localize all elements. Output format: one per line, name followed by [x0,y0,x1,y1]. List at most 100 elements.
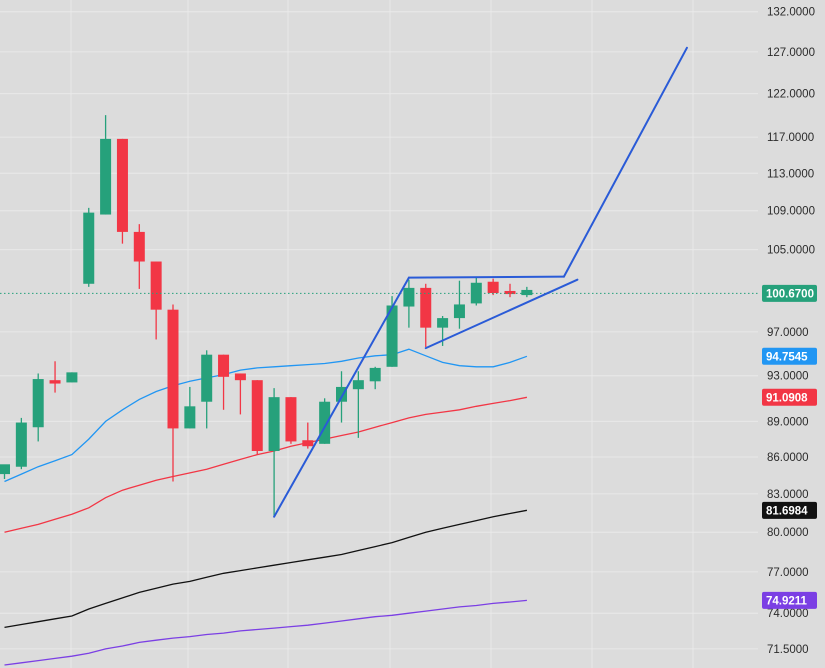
uptrend-line[interactable] [273,276,410,518]
candle-body [100,138,112,215]
candle-body [133,231,145,262]
candle-body [319,401,331,444]
candle [100,115,112,215]
price-tag-background [762,388,817,406]
y-tick-label: 80.0000 [767,527,809,539]
grid-lines [0,0,758,668]
y-tick-label: 117.0000 [767,132,814,144]
candle [66,372,78,383]
trendline-drawings[interactable] [273,46,688,518]
candle [453,280,465,329]
price-tag-background [762,347,817,365]
y-tick-label: 109.0000 [767,206,815,218]
y-tick-label: 86.0000 [767,452,809,464]
candle-body [150,261,162,310]
candlesticks [0,115,533,517]
price-tag-label: 91.0908 [766,392,808,404]
y-tick-label: 71.5000 [767,644,809,656]
price-tag: 81.6984 [762,501,817,519]
candle [234,373,246,415]
candle [184,386,196,429]
candle [504,283,516,298]
candle-body [167,309,179,429]
projection-line[interactable] [562,46,688,278]
moving-average-line [4,348,528,483]
candle [369,366,381,390]
candle [15,417,27,470]
y-tick-label: 89.0000 [767,416,809,428]
price-axis[interactable]: 132.0000 127.0000 122.0000 117.0000 113.0000… [767,7,815,656]
price-tag-label: 81.6984 [766,505,808,517]
candle-body [0,464,10,475]
candle [352,371,364,438]
candle [268,388,280,517]
triangle-top-line[interactable] [407,275,565,279]
price-tag: 94.7545 [762,347,817,365]
candle-body [437,318,449,328]
candle-body [453,304,465,319]
price-tag: 74.9211 [762,591,817,609]
moving-averages [4,348,528,666]
candle [420,283,432,348]
candle-body [369,367,381,382]
price-tag-background [762,591,817,609]
candle-body [116,138,128,232]
price-tag-label: 74.9211 [766,595,808,607]
candle-body [302,440,314,447]
candle-body [83,212,95,284]
candle-body [268,397,280,452]
candle-body [285,397,297,442]
candle-body [251,380,263,452]
moving-average-line [4,599,527,666]
candle [487,278,499,296]
candle-body [487,281,499,294]
price-tag-label: 94.7545 [766,351,808,363]
price-tags: 100.6700 94.7545 91.0908 81.6984 74.9211 [762,284,817,609]
candle-body [352,380,364,390]
candle-body [66,372,78,383]
candle-body [218,354,230,377]
y-tick-label: 93.0000 [767,371,809,383]
candle [201,350,213,429]
candle [0,464,10,480]
candle [403,279,415,328]
candle-body [184,406,196,429]
candle-body [15,422,27,467]
price-tag-background [762,284,817,302]
candle [167,304,179,482]
y-tick-label: 97.0000 [767,327,809,339]
candle [49,361,61,393]
candle-body [201,354,213,402]
candle [470,277,482,306]
candle-body [386,305,398,367]
y-tick-label: 132.0000 [767,7,815,19]
candle-body [49,380,61,384]
moving-average-line [4,509,528,629]
candle-body [32,379,44,428]
price-tag: 100.6700 [762,284,817,302]
candle [218,354,230,410]
moving-average-line [4,396,528,533]
candle [116,138,128,244]
candle [521,286,533,298]
candle [150,261,162,340]
y-tick-label: 74.0000 [767,608,809,620]
candle-body [234,373,246,381]
candle [251,380,263,455]
candle-body [403,287,415,307]
y-tick-label: 113.0000 [767,168,814,180]
y-tick-label: 105.0000 [767,245,815,257]
price-tag: 91.0908 [762,388,817,406]
candle-body [420,287,432,328]
y-tick-label: 77.0000 [767,567,809,579]
candle-body [336,386,347,402]
candle-body [521,289,533,296]
candle [32,373,44,442]
candle [133,224,145,289]
candle [83,207,95,287]
y-tick-label: 127.0000 [767,47,815,59]
y-tick-label: 122.0000 [767,89,815,101]
triangle-base-line[interactable] [424,278,579,350]
candle-body [504,290,516,295]
